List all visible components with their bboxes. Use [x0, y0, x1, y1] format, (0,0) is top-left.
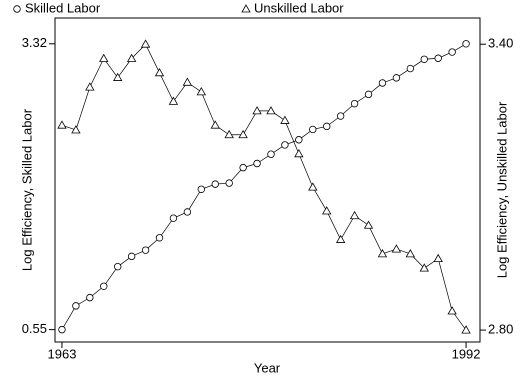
marker-circle: [281, 141, 289, 149]
series-line: [61, 43, 467, 330]
marker-circle: [58, 325, 66, 334]
marker-circle: [72, 302, 80, 310]
marker-triangle: [280, 115, 290, 124]
marker-triangle: [140, 39, 151, 48]
marker-circle: [141, 246, 150, 254]
marker-triangle: [241, 4, 251, 13]
marker-circle: [448, 48, 456, 56]
marker-triangle: [349, 210, 360, 220]
marker-circle: [169, 214, 178, 222]
y-axis-label: Log Efficiency, Skilled Labor: [19, 108, 34, 271]
marker-circle: [462, 40, 470, 48]
marker-circle: [211, 180, 219, 188]
marker-circle: [253, 159, 261, 168]
y-tick-label: 0.55: [22, 321, 47, 336]
marker-circle: [378, 79, 387, 87]
marker-circle: [364, 90, 373, 99]
marker-triangle: [113, 72, 123, 81]
marker-triangle: [57, 120, 67, 129]
marker-triangle: [71, 125, 81, 134]
marker-triangle: [322, 206, 332, 215]
marker-triangle: [196, 87, 207, 96]
y-tick-label: 3.32: [22, 35, 47, 50]
series-line: [61, 43, 467, 331]
y2-axis-label: Log Efficiency, Unskilled Labor: [494, 101, 509, 278]
x-tick-label: 1992: [452, 346, 481, 361]
marker-circle: [434, 54, 442, 62]
marker-triangle: [363, 220, 374, 229]
marker-triangle: [210, 120, 220, 129]
marker-circle: [197, 185, 206, 193]
marker-triangle: [405, 249, 416, 258]
x-axis-label: Year: [254, 360, 281, 375]
legend-label: Unskilled Labor: [254, 0, 344, 15]
marker-circle: [350, 99, 359, 108]
marker-triangle: [377, 249, 388, 258]
marker-triangle: [126, 53, 137, 62]
marker-circle: [100, 282, 108, 290]
marker-circle: [13, 5, 21, 13]
marker-triangle: [154, 67, 165, 77]
marker-circle: [86, 293, 94, 302]
marker-circle: [183, 208, 192, 216]
marker-circle: [114, 262, 122, 271]
marker-circle: [406, 64, 415, 73]
marker-triangle: [308, 182, 318, 191]
marker-circle: [309, 125, 317, 134]
marker-triangle: [224, 129, 234, 139]
marker-circle: [127, 252, 136, 261]
y2-tick-label: 2.80: [488, 322, 513, 337]
marker-triangle: [391, 244, 402, 253]
marker-triangle: [168, 96, 179, 105]
marker-circle: [323, 122, 331, 131]
marker-triangle: [99, 53, 109, 62]
marker-triangle: [85, 82, 95, 91]
legend-label: Skilled Labor: [25, 0, 101, 15]
marker-circle: [239, 163, 247, 172]
marker-triangle: [182, 77, 193, 86]
marker-triangle: [461, 325, 471, 334]
marker-triangle: [238, 129, 248, 139]
marker-circle: [336, 112, 345, 120]
marker-triangle: [419, 263, 429, 272]
marker-triangle: [252, 106, 262, 115]
marker-circle: [155, 234, 164, 242]
marker-circle: [225, 179, 233, 187]
marker-circle: [420, 55, 428, 63]
y2-tick-label: 3.40: [488, 36, 513, 51]
marker-triangle: [433, 253, 443, 263]
marker-triangle: [447, 306, 457, 315]
marker-triangle: [335, 234, 346, 243]
marker-circle: [267, 150, 275, 158]
marker-circle: [392, 74, 401, 82]
marker-triangle: [294, 148, 304, 158]
marker-triangle: [266, 106, 276, 115]
marker-circle: [295, 136, 303, 144]
plot-frame: [54, 17, 481, 343]
x-tick-label: 1963: [48, 346, 77, 361]
